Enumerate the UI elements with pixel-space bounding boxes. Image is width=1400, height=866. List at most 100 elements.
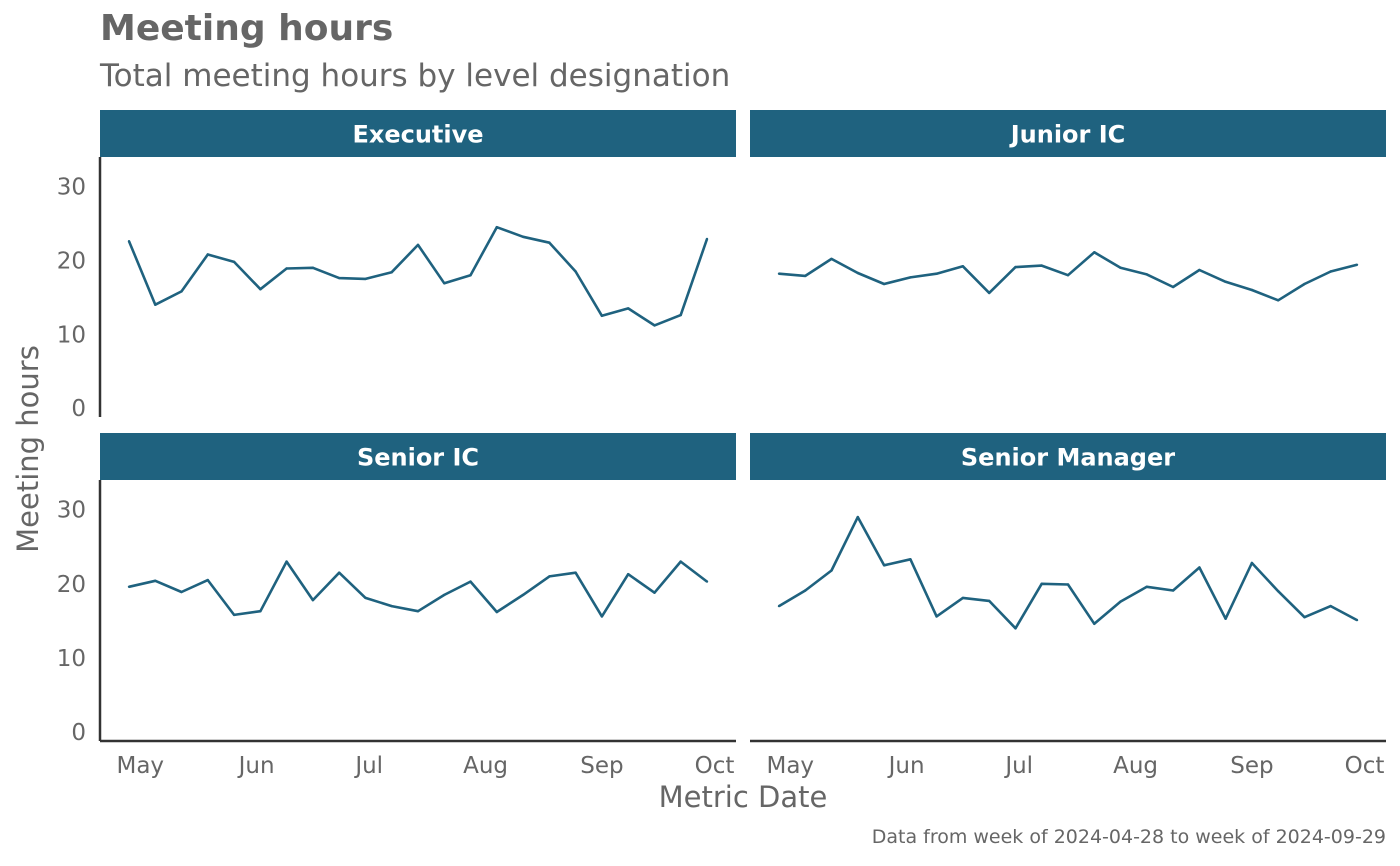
data-point xyxy=(154,579,157,582)
data-point xyxy=(232,613,236,617)
data-point xyxy=(777,272,781,275)
facet-strip xyxy=(100,110,736,157)
y-tick-label: 20 xyxy=(57,572,86,598)
data-point xyxy=(469,274,472,277)
data-point xyxy=(311,598,315,602)
data-point xyxy=(856,515,859,519)
data-point xyxy=(1119,266,1122,269)
data-point xyxy=(653,324,656,327)
data-point xyxy=(935,615,938,618)
data-point xyxy=(988,599,991,603)
data-point xyxy=(988,291,991,295)
x-tick-label: Aug xyxy=(463,753,508,779)
data-point xyxy=(935,272,938,275)
data-point xyxy=(1040,582,1043,585)
data-point xyxy=(1355,263,1359,266)
data-point xyxy=(1329,604,1332,608)
data-point xyxy=(180,290,183,293)
data-point xyxy=(259,288,262,291)
x-tick-label: Oct xyxy=(1345,753,1385,779)
data-point xyxy=(127,240,131,243)
facet-panels: Executive 0 10 20 30 Junior IC Senior IC 0 10 20 3… xyxy=(57,110,1386,779)
y-tick-label: 10 xyxy=(57,322,86,348)
data-point xyxy=(1224,617,1227,620)
series-line xyxy=(778,515,1358,630)
chart-subtitle: Total meeting hours by level designation xyxy=(100,58,731,94)
facet-strip-label: Junior IC xyxy=(1009,121,1126,149)
data-point xyxy=(232,260,236,264)
x-tick-label: Aug xyxy=(1113,753,1158,779)
y-tick-label: 0 xyxy=(71,720,86,746)
data-point xyxy=(338,571,341,574)
data-point xyxy=(311,266,315,269)
data-point xyxy=(804,274,807,278)
x-tick-label: Jul xyxy=(353,753,383,779)
data-point xyxy=(777,604,781,608)
data-point xyxy=(1329,270,1332,273)
data-point xyxy=(285,560,288,563)
data-point xyxy=(390,271,393,274)
data-point xyxy=(600,615,604,618)
x-tick-label: Sep xyxy=(580,753,623,779)
data-point xyxy=(338,276,341,280)
data-point xyxy=(705,580,709,583)
facet-strip xyxy=(100,433,736,480)
data-point xyxy=(443,593,446,597)
data-point xyxy=(206,253,209,256)
data-point xyxy=(495,226,498,229)
data-point xyxy=(1198,566,1201,569)
data-point xyxy=(1040,264,1043,267)
facet-strip-label: Senior IC xyxy=(357,444,479,472)
data-point xyxy=(856,271,859,275)
data-point xyxy=(180,590,183,594)
y-tick-label: 30 xyxy=(57,175,86,201)
y-tick-label: 20 xyxy=(57,248,86,274)
data-point xyxy=(830,569,833,572)
data-point xyxy=(285,267,288,270)
x-tick-label: Jul xyxy=(1003,753,1033,779)
data-point xyxy=(574,571,577,574)
data-point xyxy=(1277,299,1280,302)
y-tick-label: 0 xyxy=(71,396,86,422)
data-point xyxy=(1066,583,1070,586)
series-line xyxy=(128,560,708,618)
data-point xyxy=(1119,600,1122,603)
facet-strip-label: Executive xyxy=(352,121,483,149)
facet-strip-label: Senior Manager xyxy=(961,444,1175,472)
data-point xyxy=(259,610,262,613)
x-tick-label: Jun xyxy=(887,753,925,779)
data-point xyxy=(1277,590,1280,593)
data-point xyxy=(627,307,630,310)
data-point xyxy=(1250,561,1254,565)
data-point xyxy=(1198,268,1201,272)
y-tick-label: 30 xyxy=(57,498,86,524)
data-point xyxy=(1303,616,1306,619)
data-point xyxy=(1145,585,1149,588)
x-tick-label: Sep xyxy=(1230,753,1273,779)
data-point xyxy=(548,241,551,244)
data-point xyxy=(443,282,446,285)
y-axis-title: Meeting hours xyxy=(11,345,45,553)
data-point xyxy=(1355,618,1359,622)
data-point xyxy=(495,610,498,614)
x-tick-label: May xyxy=(766,753,814,779)
data-point xyxy=(882,564,886,567)
data-point xyxy=(961,265,965,268)
data-point xyxy=(627,573,630,576)
data-point xyxy=(909,558,912,561)
data-point xyxy=(830,257,833,261)
data-point xyxy=(390,604,393,608)
data-point xyxy=(961,596,965,600)
data-point xyxy=(1171,589,1175,592)
data-point xyxy=(364,277,367,281)
series-line xyxy=(127,225,709,327)
chart-caption: Data from week of 2024-04-28 to week of … xyxy=(871,826,1386,848)
data-point xyxy=(1171,285,1175,289)
data-point xyxy=(600,314,604,317)
data-point xyxy=(521,593,525,597)
data-point xyxy=(521,235,525,238)
data-point xyxy=(882,282,886,286)
x-tick-label: May xyxy=(116,753,164,779)
data-point xyxy=(705,237,709,241)
